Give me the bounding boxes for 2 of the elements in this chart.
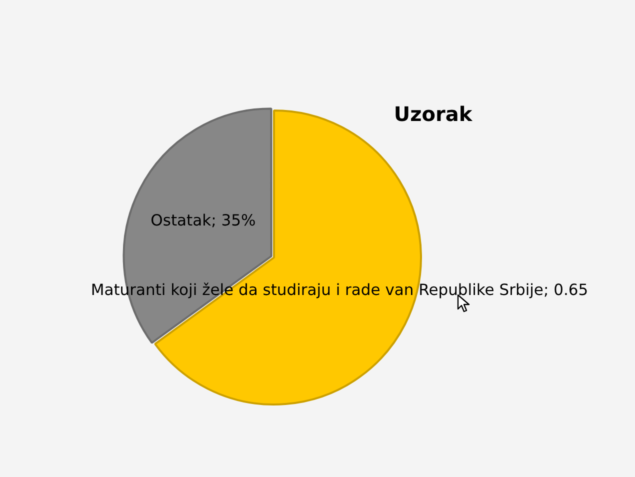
slice-label: Ostatak; 35%	[150, 211, 256, 230]
chart-title: Uzorak	[394, 102, 473, 126]
